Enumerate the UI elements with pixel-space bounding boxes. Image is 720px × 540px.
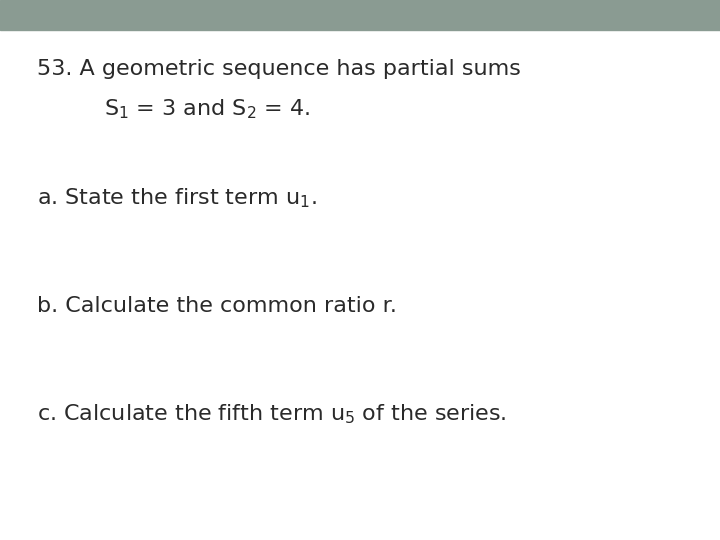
Text: a. State the first term $\mathregular{u}_1$.: a. State the first term $\mathregular{u}… [37,186,317,210]
Text: $\mathregular{S}_1$ = 3 and $\mathregular{S}_2$ = 4.: $\mathregular{S}_1$ = 3 and $\mathregula… [104,98,310,122]
Text: 53. A geometric sequence has partial sums: 53. A geometric sequence has partial sum… [37,59,521,79]
Text: b. Calculate the common ratio r.: b. Calculate the common ratio r. [37,296,397,316]
Bar [0,0,720,30]
Text: c. Calculate the fifth term $\mathregular{u}_5$ of the series.: c. Calculate the fifth term $\mathregula… [37,402,507,426]
